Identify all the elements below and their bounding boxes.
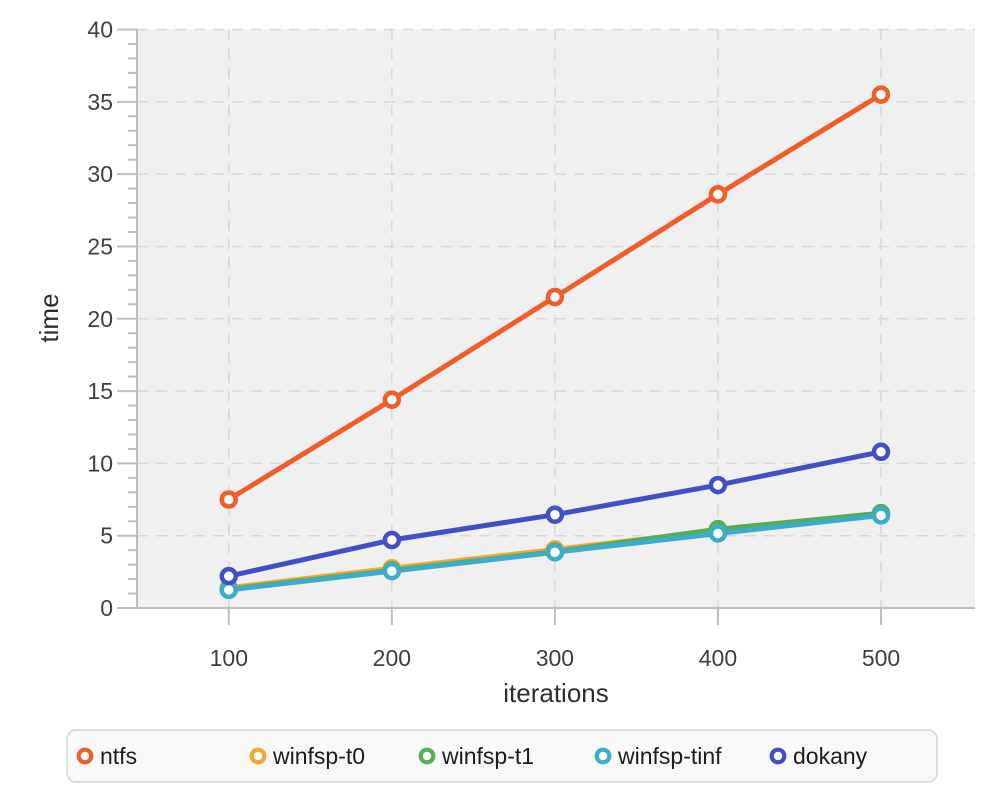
axis-ticks [117, 28, 882, 625]
data-point [871, 442, 891, 462]
legend-marker-winfsp-t0 [249, 747, 267, 765]
legend-item-dokany[interactable]: dokany [769, 743, 868, 769]
x-tick-label: 500 [862, 645, 900, 671]
legend-marker-winfsp-tinf [594, 747, 612, 765]
y-tick-label: 10 [87, 450, 113, 476]
y-axis-title: time [34, 293, 64, 342]
data-series [219, 85, 891, 600]
legend-item-winfsp-tinf[interactable]: winfsp-tinf [594, 743, 722, 769]
data-point [708, 475, 728, 495]
series-ntfs [219, 85, 891, 509]
data-point [545, 543, 565, 562]
legend-marker-dokany [769, 747, 787, 765]
data-point [382, 561, 402, 581]
data-point [708, 185, 728, 204]
series-winfsp-tinf [219, 506, 891, 600]
data-point [545, 287, 565, 307]
x-tick-label: 400 [699, 645, 737, 671]
y-tick-label: 5 [100, 523, 113, 549]
legend-label: winfsp-tinf [617, 743, 722, 769]
legend-label: dokany [793, 743, 868, 769]
legend-label: ntfs [100, 743, 137, 769]
legend-item-ntfs[interactable]: ntfs [76, 743, 137, 769]
legend-item-winfsp-t1[interactable]: winfsp-t1 [418, 743, 534, 769]
x-tick-label: 200 [373, 645, 411, 671]
y-tick-label: 15 [87, 378, 113, 404]
data-point [708, 524, 728, 543]
x-tick-label: 100 [210, 645, 248, 671]
y-tick-label: 35 [87, 89, 113, 115]
legend: ntfs winfsp-t0 winfsp-t1 winfsp-tinf dokany [66, 729, 938, 783]
data-point [871, 85, 891, 104]
data-point [219, 566, 239, 586]
y-tick-label: 20 [87, 306, 113, 332]
x-tick-label: 300 [536, 645, 574, 671]
data-point [871, 506, 891, 525]
legend-marker-winfsp-t1 [418, 747, 436, 765]
data-point [382, 390, 402, 409]
y-tick-label: 0 [100, 595, 113, 621]
x-axis-title: iterations [503, 678, 609, 708]
data-point [382, 530, 402, 550]
axis-tick-labels: 0 5 10 15 20 25 30 35 40 100 200 300 400 500 [87, 17, 900, 672]
legend-label: winfsp-t1 [441, 743, 534, 769]
legend-marker-ntfs [76, 747, 94, 765]
y-tick-label: 40 [87, 17, 113, 43]
legend-box [66, 729, 938, 783]
data-point [545, 505, 565, 524]
y-tick-label: 30 [87, 161, 113, 187]
series-dokany [219, 442, 891, 586]
legend-item-winfsp-t0[interactable]: winfsp-t0 [249, 743, 365, 769]
legend-label: winfsp-t0 [272, 743, 365, 769]
data-point [219, 490, 239, 509]
y-tick-label: 25 [87, 233, 113, 259]
